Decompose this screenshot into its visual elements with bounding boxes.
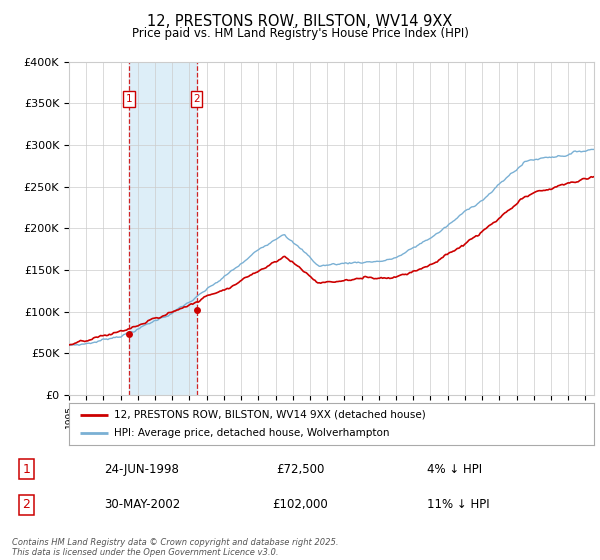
Text: Contains HM Land Registry data © Crown copyright and database right 2025.
This d: Contains HM Land Registry data © Crown c…	[12, 538, 338, 557]
Text: 2: 2	[22, 498, 31, 511]
Text: 1: 1	[22, 463, 31, 476]
Text: £102,000: £102,000	[272, 498, 328, 511]
Bar	[129, 62, 197, 395]
Text: £72,500: £72,500	[276, 463, 324, 476]
Text: 11% ↓ HPI: 11% ↓ HPI	[427, 498, 490, 511]
Text: 2: 2	[193, 94, 200, 104]
Text: 30-MAY-2002: 30-MAY-2002	[104, 498, 181, 511]
Text: Price paid vs. HM Land Registry's House Price Index (HPI): Price paid vs. HM Land Registry's House …	[131, 27, 469, 40]
Text: HPI: Average price, detached house, Wolverhampton: HPI: Average price, detached house, Wolv…	[113, 428, 389, 438]
Text: 1: 1	[125, 94, 132, 104]
Text: 12, PRESTONS ROW, BILSTON, WV14 9XX (detached house): 12, PRESTONS ROW, BILSTON, WV14 9XX (det…	[113, 410, 425, 420]
Text: 12, PRESTONS ROW, BILSTON, WV14 9XX: 12, PRESTONS ROW, BILSTON, WV14 9XX	[148, 14, 452, 29]
Text: 24-JUN-1998: 24-JUN-1998	[104, 463, 179, 476]
Text: 4% ↓ HPI: 4% ↓ HPI	[427, 463, 482, 476]
